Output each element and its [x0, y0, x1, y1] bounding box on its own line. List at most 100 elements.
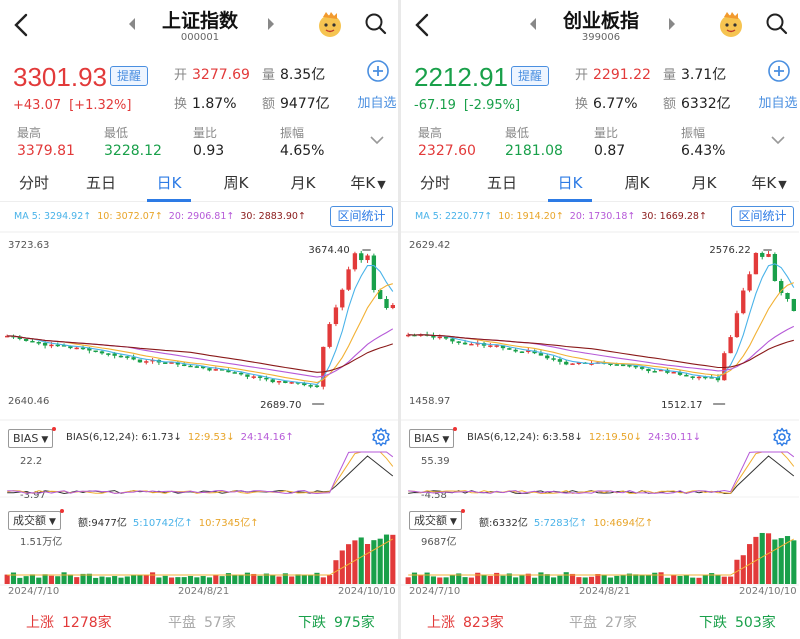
- tab-yearly-k[interactable]: 年K ▼: [350, 174, 386, 192]
- prev-index-icon[interactable]: [528, 17, 538, 31]
- chevron-down-icon[interactable]: [370, 135, 384, 145]
- stat-amplitude: 4.65%: [280, 143, 325, 159]
- ma10-line: [7, 283, 393, 384]
- volume-bar: [462, 577, 468, 584]
- bias-line: [408, 455, 795, 495]
- mascot-icon[interactable]: [717, 10, 745, 38]
- volume-bar: [86, 573, 92, 584]
- search-icon[interactable]: [765, 12, 789, 36]
- back-arrow-icon[interactable]: [10, 10, 34, 40]
- bias-dropdown[interactable]: BIAS ▼: [8, 427, 57, 448]
- volume-bar: [383, 534, 390, 584]
- add-watchlist-button[interactable]: 加自选: [758, 60, 799, 111]
- date-middle: 2024/8/21: [178, 586, 230, 597]
- active-tab-underline: [147, 199, 191, 202]
- ma20-value: 20: 1730.18↑: [569, 211, 636, 222]
- tab-monthly-k[interactable]: 月K: [691, 174, 717, 192]
- tab-weekly-k[interactable]: 周K: [624, 174, 650, 192]
- stat-label: 振幅: [280, 126, 305, 140]
- gear-icon[interactable]: [371, 427, 391, 447]
- volume-dropdown[interactable]: 成交额 ▼: [8, 509, 64, 530]
- candle-body: [219, 369, 225, 371]
- candle-body: [519, 351, 525, 353]
- volume-bar: [270, 575, 276, 584]
- fall-count: 下跌 503家: [699, 615, 776, 631]
- candle-body: [456, 341, 461, 343]
- kline-chart[interactable]: 2629.42 1458.97 55.39 -4.58 9687亿 2576.22 1512…: [401, 230, 799, 590]
- tab-five-day[interactable]: 五日: [85, 174, 116, 192]
- low-price-label: 2689.70: [260, 400, 301, 411]
- tab-intraday[interactable]: 分时: [18, 174, 49, 192]
- index-code: 399006: [581, 32, 621, 43]
- volume-bar: [658, 572, 664, 584]
- stat-label: 振幅: [681, 126, 706, 140]
- volume-bar: [569, 573, 576, 584]
- volume-bar: [652, 572, 658, 584]
- next-index-icon[interactable]: [667, 17, 677, 31]
- volume-bar: [576, 577, 582, 584]
- candle-body: [709, 377, 714, 379]
- candle-body: [112, 353, 117, 356]
- index-title: 创业板指: [562, 10, 639, 32]
- candle-body: [570, 363, 575, 365]
- volume-bar: [23, 576, 29, 584]
- volume-bar: [295, 574, 301, 584]
- volume-bar: [709, 573, 715, 584]
- tab-yearly-k[interactable]: 年K ▼: [751, 174, 787, 192]
- remind-button[interactable]: 提醒: [511, 66, 549, 86]
- candle-body: [658, 369, 664, 372]
- bias-values: BIAS(6,12,24): 6:1.73↓ 12:9.53↓ 24:14.16↑: [66, 432, 294, 443]
- next-index-icon[interactable]: [266, 17, 276, 31]
- y-axis-max-label: 3723.63: [8, 240, 49, 251]
- volume-dropdown[interactable]: 成交额 ▼: [409, 509, 465, 530]
- prev-index-icon[interactable]: [127, 17, 137, 31]
- candle-body: [500, 345, 506, 349]
- tab-daily-k[interactable]: 日K: [156, 174, 182, 192]
- candle-body: [437, 336, 442, 339]
- current-price: 3301.93: [13, 62, 107, 92]
- tab-daily-k[interactable]: 日K: [557, 174, 583, 192]
- notice-dot: [453, 427, 458, 431]
- remind-button[interactable]: 提醒: [110, 66, 148, 86]
- gear-icon[interactable]: [772, 427, 792, 447]
- range-stat-button[interactable]: 区间统计: [731, 206, 794, 227]
- volume-bar: [487, 575, 493, 584]
- back-arrow-icon[interactable]: [411, 10, 435, 40]
- ma10-value: 10: 1914.20↑: [498, 211, 564, 222]
- volume-bar: [437, 577, 443, 584]
- tab-monthly-k[interactable]: 月K: [290, 174, 316, 192]
- low-price-label: 1512.17: [661, 400, 702, 411]
- candle-body: [741, 290, 746, 314]
- volume-bar: [639, 575, 645, 584]
- bias-dropdown[interactable]: BIAS ▼: [409, 427, 458, 448]
- volume-bar: [74, 577, 80, 584]
- turnover-rate: 换 1.87%: [174, 96, 237, 112]
- volume-bar: [301, 575, 307, 584]
- date-start: 2024/7/10: [8, 586, 60, 597]
- change-percent: [-2.95%]: [463, 98, 521, 113]
- turnover-rate: 换 6.77%: [575, 96, 638, 112]
- volume-bar: [99, 576, 105, 584]
- candle-body: [772, 254, 778, 281]
- candle-body: [646, 368, 651, 372]
- candle-body: [620, 364, 626, 367]
- volume-bar: [633, 574, 639, 584]
- candle-body: [169, 362, 174, 364]
- mascot-icon[interactable]: [316, 10, 344, 38]
- tab-weekly-k[interactable]: 周K: [223, 174, 249, 192]
- add-watchlist-button[interactable]: 加自选: [357, 60, 398, 111]
- volume-bar: [187, 576, 194, 584]
- chevron-down-icon[interactable]: [771, 135, 785, 145]
- volume-bar: [582, 577, 588, 584]
- kline-chart[interactable]: 3723.63 2640.46 22.2 -3.97 1.51万亿 3674.40 2689…: [0, 230, 398, 590]
- volume-bar: [289, 576, 295, 584]
- tab-intraday[interactable]: 分时: [419, 174, 450, 192]
- candle-body: [61, 345, 67, 347]
- volume-bar: [137, 574, 143, 584]
- search-icon[interactable]: [364, 12, 388, 36]
- candle-body: [627, 365, 632, 367]
- volume-bar: [219, 576, 225, 584]
- candle-body: [106, 353, 111, 355]
- tab-five-day[interactable]: 五日: [486, 174, 517, 192]
- range-stat-button[interactable]: 区间统计: [330, 206, 393, 227]
